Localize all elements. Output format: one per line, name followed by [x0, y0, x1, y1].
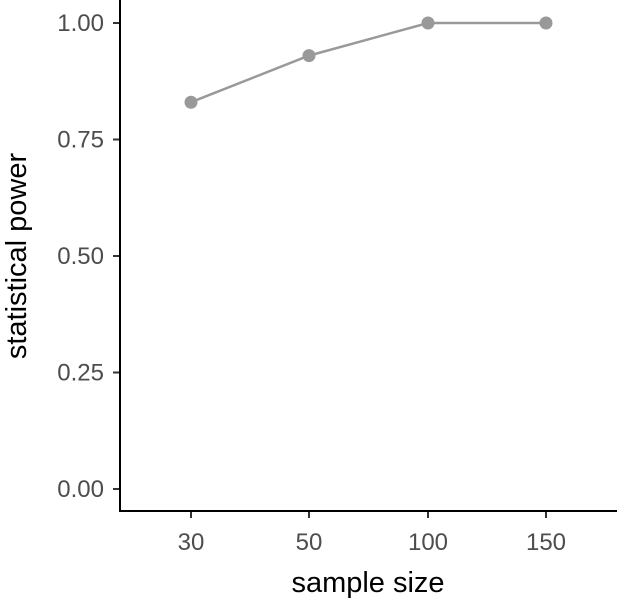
x-tick-label: 50: [296, 529, 323, 556]
data-point: [539, 16, 553, 30]
series-group: [184, 16, 553, 109]
x-tick-label: 100: [408, 529, 448, 556]
y-axis-title: statistical power: [1, 153, 33, 360]
x-axis-ticks: 30 50 100 150: [178, 511, 566, 556]
x-tick-label: 150: [526, 529, 566, 556]
x-axis-title: sample size: [291, 567, 444, 599]
y-tick-label: 0.50: [57, 243, 104, 270]
y-tick-label: 0.00: [57, 476, 104, 503]
data-point: [184, 95, 198, 109]
data-point: [302, 49, 316, 63]
y-axis-ticks: 0.00 0.25 0.50 0.75 1.00: [57, 10, 120, 503]
x-tick-label: 30: [178, 529, 205, 556]
y-tick-label: 0.75: [57, 127, 104, 154]
y-tick-label: 1.00: [57, 10, 104, 37]
data-point: [421, 16, 435, 30]
y-tick-label: 0.25: [57, 360, 104, 387]
series-line: [190, 21, 546, 104]
